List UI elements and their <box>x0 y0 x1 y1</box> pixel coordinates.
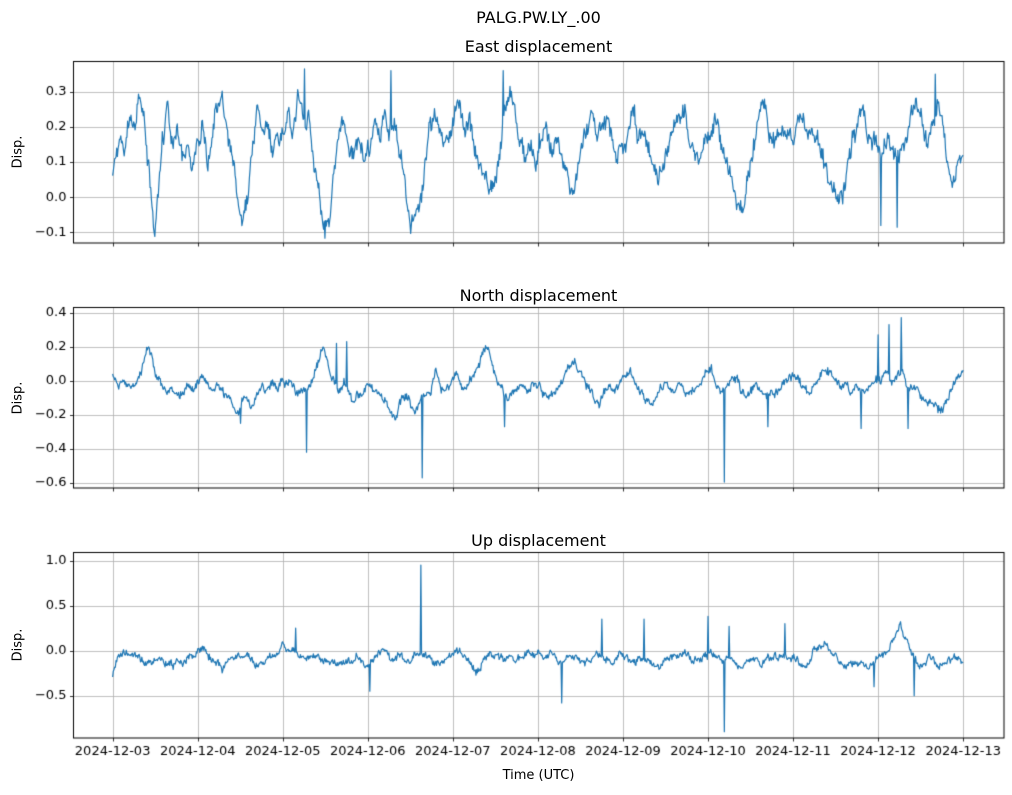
ylabel-north: Disp. <box>10 381 26 415</box>
ylabel-east: Disp. <box>10 135 26 169</box>
subplot-title-up: Up displacement <box>471 531 606 550</box>
xaxis-label: Time (UTC) <box>502 768 575 783</box>
subplot-title-north: North displacement <box>459 286 618 305</box>
subplot-title-east: East displacement <box>464 37 613 56</box>
figure-title: PALG.PW.LY_.00 <box>476 8 601 27</box>
ylabel-up: Disp. <box>10 628 26 662</box>
